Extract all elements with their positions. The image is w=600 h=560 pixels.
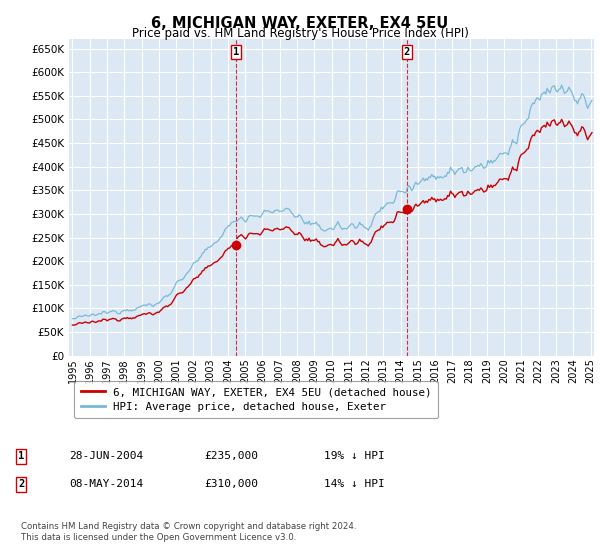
Legend: 6, MICHIGAN WAY, EXETER, EX4 5EU (detached house), HPI: Average price, detached : 6, MICHIGAN WAY, EXETER, EX4 5EU (detach… (74, 381, 439, 418)
Text: 2: 2 (404, 47, 410, 57)
Text: 6, MICHIGAN WAY, EXETER, EX4 5EU: 6, MICHIGAN WAY, EXETER, EX4 5EU (151, 16, 449, 31)
Text: Price paid vs. HM Land Registry's House Price Index (HPI): Price paid vs. HM Land Registry's House … (131, 27, 469, 40)
Text: 08-MAY-2014: 08-MAY-2014 (69, 479, 143, 489)
Text: 1: 1 (233, 47, 239, 57)
Text: 14% ↓ HPI: 14% ↓ HPI (324, 479, 385, 489)
Text: This data is licensed under the Open Government Licence v3.0.: This data is licensed under the Open Gov… (21, 533, 296, 543)
Text: £310,000: £310,000 (204, 479, 258, 489)
Text: 1: 1 (18, 451, 24, 461)
Text: £235,000: £235,000 (204, 451, 258, 461)
Text: Contains HM Land Registry data © Crown copyright and database right 2024.: Contains HM Land Registry data © Crown c… (21, 522, 356, 531)
Text: 19% ↓ HPI: 19% ↓ HPI (324, 451, 385, 461)
Text: 2: 2 (18, 479, 24, 489)
Text: 28-JUN-2004: 28-JUN-2004 (69, 451, 143, 461)
